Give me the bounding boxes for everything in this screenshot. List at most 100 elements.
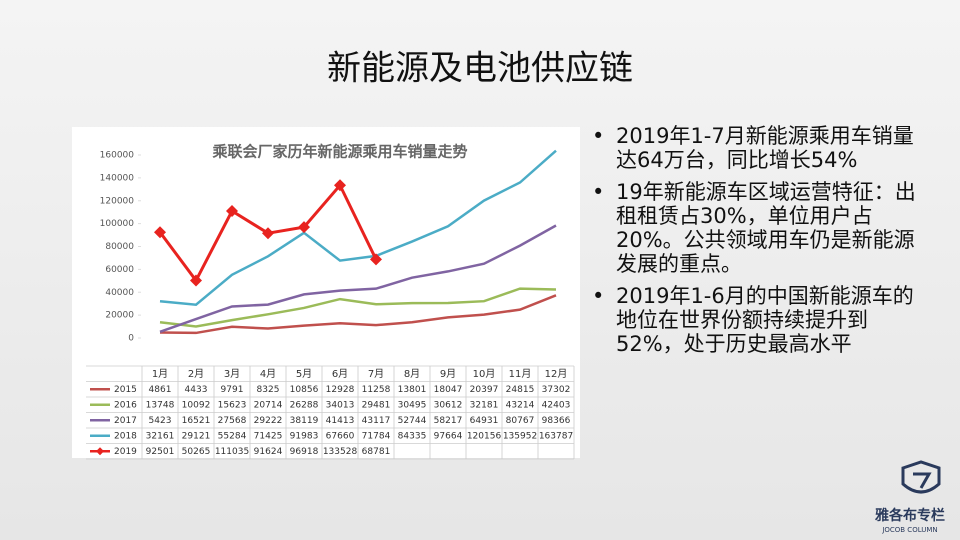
x-tick-label: 11月 — [509, 368, 532, 380]
table-value: 55284 — [218, 431, 247, 441]
table-value: 9791 — [221, 385, 244, 395]
table-value: 4433 — [185, 385, 208, 395]
table-value: 15623 — [218, 400, 247, 410]
y-tick-label: 40000 — [105, 288, 134, 298]
table-value: 20397 — [470, 385, 499, 395]
table-value: 29222 — [254, 416, 283, 426]
chart-title: 乘联会厂家历年新能源乘用车销量走势 — [211, 143, 467, 161]
y-tick-label: 140000 — [100, 173, 135, 183]
table-value: 29481 — [362, 400, 391, 410]
table-value: 163787 — [539, 431, 573, 441]
table-value: 97664 — [434, 431, 463, 441]
table-value: 16521 — [182, 416, 211, 426]
table-value: 64931 — [470, 416, 499, 426]
table-value: 8325 — [257, 385, 280, 395]
y-tick-label: 100000 — [100, 219, 135, 229]
marker — [154, 226, 166, 239]
logo-icon — [901, 460, 941, 494]
table-value: 120156 — [467, 431, 502, 441]
table-value: 43214 — [506, 400, 535, 410]
legend-label: 2017 — [114, 416, 137, 426]
marker — [298, 221, 310, 234]
legend-label: 2015 — [114, 385, 137, 395]
legend-label: 2019 — [114, 447, 137, 457]
table-value: 32181 — [470, 400, 499, 410]
table-value: 92501 — [146, 447, 175, 457]
y-tick-label: 20000 — [105, 311, 134, 321]
table-value: 32161 — [146, 431, 175, 441]
x-tick-label: 12月 — [545, 368, 568, 380]
table-value: 111035 — [215, 447, 249, 457]
table-value: 11258 — [362, 385, 391, 395]
legend-label: 2018 — [114, 431, 137, 441]
y-tick-label: 120000 — [100, 196, 135, 206]
table-value: 13801 — [398, 385, 427, 395]
table-value: 67660 — [326, 431, 355, 441]
table-value: 10856 — [290, 385, 319, 395]
table-value: 68781 — [362, 447, 391, 457]
table-value: 37302 — [542, 385, 571, 395]
table-value: 58217 — [434, 416, 463, 426]
table-value: 50265 — [182, 447, 211, 457]
table-value: 80767 — [506, 416, 535, 426]
series-line — [159, 149, 557, 306]
table-value: 30612 — [434, 400, 463, 410]
x-tick-label: 10月 — [473, 368, 496, 380]
x-tick-label: 4月 — [260, 368, 276, 380]
table-value: 12928 — [326, 385, 355, 395]
series-line — [159, 287, 557, 328]
table-value: 13748 — [146, 400, 175, 410]
table-value: 24815 — [506, 385, 535, 395]
table-value: 135952 — [503, 431, 537, 441]
slide-title: 新能源及电池供应链 — [327, 49, 633, 89]
x-tick-label: 8月 — [404, 368, 420, 380]
bullet: 2019年1-6月的中国新能源车的地位在世界份额持续提升到52%，处于历史最高水… — [592, 284, 934, 356]
table-value: 52744 — [398, 416, 427, 426]
y-tick-label: 0 — [128, 334, 134, 344]
legend-marker — [96, 447, 104, 456]
x-tick-label: 2月 — [188, 368, 204, 380]
y-tick-label: 160000 — [100, 151, 135, 161]
table-value: 133528 — [323, 447, 358, 457]
table-value: 29121 — [182, 431, 211, 441]
bullet: 19年新能源车区域运营特征：出租租赁占30%，单位用户占20%。公共领域用车仍是… — [592, 180, 934, 276]
x-tick-label: 7月 — [368, 368, 384, 380]
table-value: 98366 — [542, 416, 571, 426]
y-tick-label: 80000 — [105, 242, 134, 252]
table-value: 26288 — [290, 400, 319, 410]
marker — [370, 253, 382, 266]
marker — [190, 274, 202, 287]
table-value: 38119 — [290, 416, 319, 426]
marker — [262, 227, 274, 240]
x-tick-label: 3月 — [224, 368, 240, 380]
x-tick-label: 9月 — [440, 368, 456, 380]
table-value: 71784 — [362, 431, 391, 441]
marker — [334, 179, 346, 192]
y-tick-label: 60000 — [105, 265, 134, 275]
table-value: 18047 — [434, 385, 463, 395]
table-value: 30495 — [398, 400, 427, 410]
series-line — [159, 224, 557, 333]
logo-subtext: JOCOB COLUMN — [881, 526, 937, 534]
x-tick-label: 1月 — [152, 368, 168, 380]
table-value: 4861 — [149, 385, 172, 395]
table-value: 5423 — [149, 416, 172, 426]
marker — [226, 205, 238, 218]
x-tick-label: 6月 — [332, 368, 348, 380]
table-value: 43117 — [362, 416, 391, 426]
logo-text: 雅各布专栏 — [875, 507, 945, 524]
table-value: 20714 — [254, 400, 283, 410]
bullet-list: 2019年1-7月新能源乘用车销量达64万台，同比增长54% 19年新能源车区域运… — [590, 124, 934, 364]
series-line — [159, 294, 557, 335]
table-value: 91624 — [254, 447, 283, 457]
legend-label: 2016 — [114, 400, 137, 410]
table-value: 91983 — [290, 431, 319, 441]
table-value: 10092 — [182, 400, 211, 410]
table-value: 34013 — [326, 400, 355, 410]
table-value: 71425 — [254, 431, 283, 441]
table-value: 41413 — [326, 416, 355, 426]
table-value: 27568 — [218, 416, 247, 426]
table-value: 96918 — [290, 447, 319, 457]
